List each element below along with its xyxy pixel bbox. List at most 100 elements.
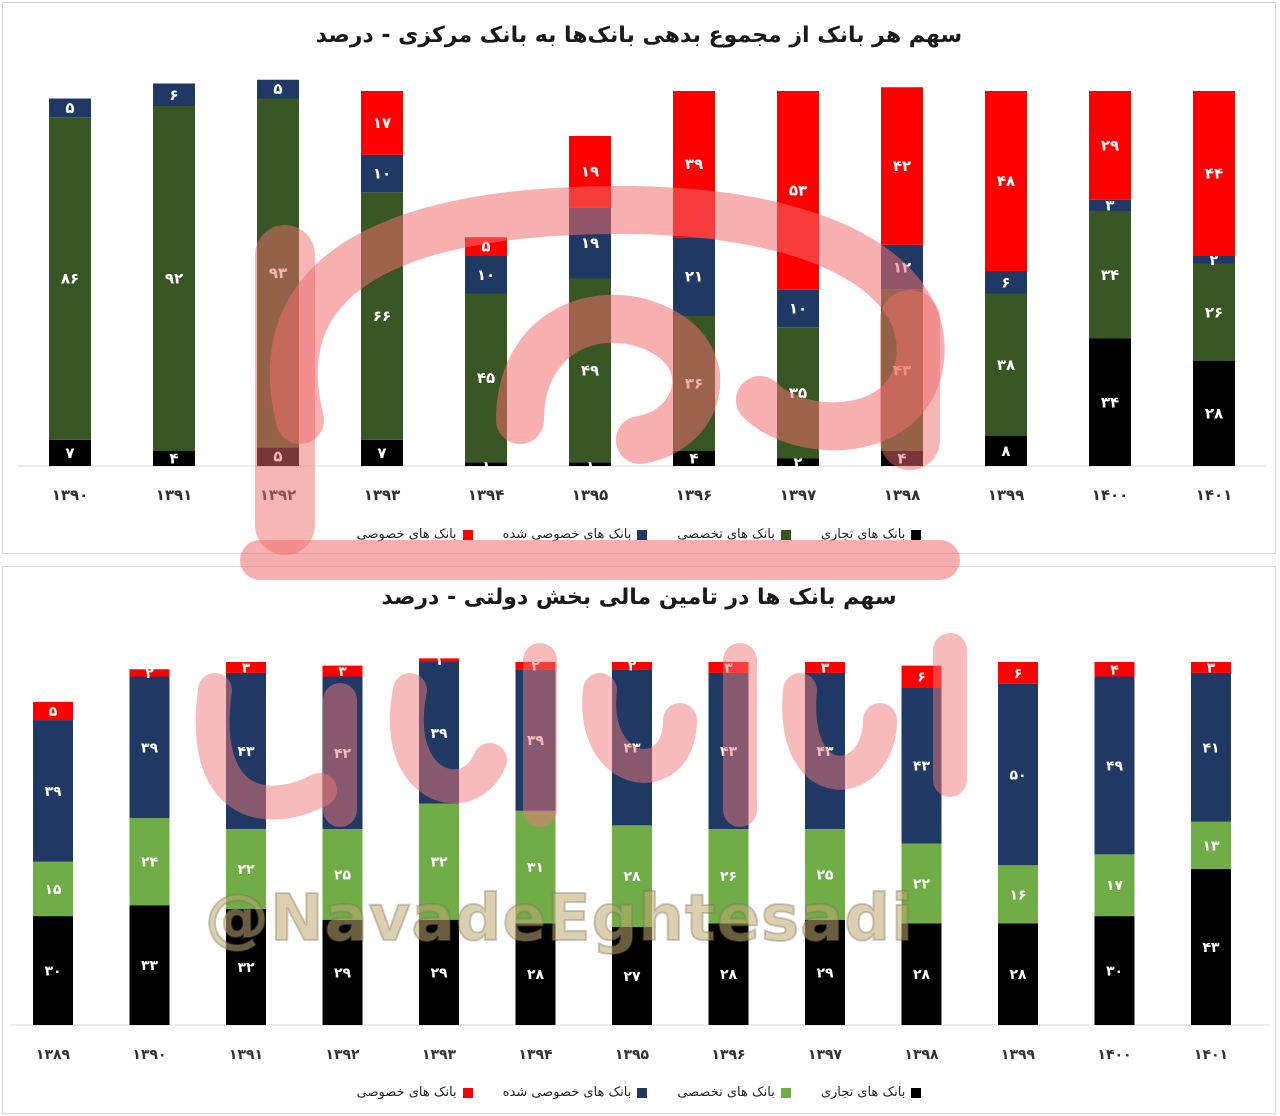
bar-segment [1089,211,1131,339]
data-label: ۳۰ [44,964,61,980]
data-label: ۳ [338,664,347,680]
x-tick-label: ۱۳۹۸ [904,1047,939,1063]
legend-swatch [911,529,922,540]
bar-segment [515,923,556,1025]
data-label: ۲۸ [720,967,738,983]
data-label: ۴۳ [1202,940,1220,956]
data-label: ۳۲ [237,960,255,976]
legend-label: بانک های خصوصی شده [502,1085,632,1100]
legend-label: بانک های تجاری [820,1085,906,1100]
bar-segment [998,865,1038,924]
data-label: ۲ [793,453,802,471]
data-label: ۲۵ [816,867,834,883]
data-label: ۵ [481,238,490,256]
chart-panel-central-bank-debt: سهم هر بانک از مجموع بدهی بانک‌ها به بان… [2,2,1276,554]
data-label: ۴۱ [1202,740,1219,756]
bar-segment [901,843,942,924]
data-label: ۴ [689,450,698,468]
data-label: ۲۸ [1205,405,1223,423]
legend-item: بانک های تجاری [821,1085,922,1100]
data-label: ۵ [273,448,282,466]
bar-segment [1089,91,1131,200]
legend-label: بانک های تجاری [820,527,906,542]
bar-segment [1193,256,1235,264]
data-label: ۴۳ [623,740,641,756]
x-tick-label: ۱۳۹۰ [52,486,89,504]
data-label: ۳۴ [1101,266,1119,284]
data-label: ۲۹ [334,965,352,981]
bar-segment [569,462,611,466]
bar-segment [1191,821,1231,869]
bar-segment [1191,868,1231,1025]
data-label: ۳۹ [430,726,448,742]
data-label: ۳۹ [685,155,703,173]
legend-swatch [462,1087,473,1098]
bar-segment [322,828,363,920]
data-label: ۶ [1001,273,1010,291]
bar-segment [708,828,749,924]
data-label: ۲۵ [334,867,352,883]
chart-title: سهم بانک ها در تامین مالی بخش دولتی - در… [381,585,897,610]
legend-swatch [911,1087,922,1098]
data-label: ۳ [821,660,830,676]
bar-segment [129,905,170,1025]
data-label: ۳۴ [1101,393,1119,411]
legend-swatch [780,529,791,540]
bar-segment [33,701,73,721]
bar-segment [129,676,170,819]
data-label: ۷ [65,444,74,462]
bar-segment [49,439,91,466]
chart-plot-area: ۷۸۶۵۱۳۹۰۴۹۲۶۱۳۹۱۵۹۳۵۱۳۹۲۷۶۶۱۰۱۷۱۳۹۳۱۴۵۱۰… [17,79,1265,504]
x-tick-label: ۱۳۹۲ [260,486,297,504]
data-label: ۱۰ [477,266,495,284]
data-label: ۲۲ [913,876,931,892]
data-label: ۲۸ [1009,967,1027,983]
data-label: ۶ [169,86,178,104]
data-label: ۸۶ [61,270,79,288]
legend-item: بانک های خصوصی شده [503,527,648,542]
bar-segment [33,720,73,862]
legend-label: بانک های تخصصی [677,527,775,542]
legend-label: بانک های خصوصی [356,527,457,542]
data-label: ۴۹ [1106,758,1124,774]
chart-legend: بانک های تجاری بانک های تخصصی بانک های خصو… [3,527,1275,542]
x-tick-label: ۱۴۰۰ [1092,486,1129,504]
legend-item: بانک های تجاری [821,527,922,542]
x-tick-label: ۱۳۹۵ [572,486,609,504]
data-label: ۷ [377,444,386,462]
bar-segment [777,458,819,466]
x-tick-label: ۱۳۹۴ [518,1047,553,1063]
data-label: ۱۹ [581,234,599,252]
data-label: ۳۰ [1106,964,1123,980]
legend-item: بانک های خصوصی [357,527,473,542]
bar-segment [708,923,749,1025]
data-label: ۹۳ [269,264,287,282]
bar-segment [153,83,195,106]
bar-segment [985,436,1027,466]
data-label: ۲۸ [527,967,545,983]
legend-swatch [462,529,473,540]
data-label: ۲۶ [1205,303,1223,321]
bar-segment [998,662,1038,684]
x-tick-label: ۱۳۹۷ [808,1047,843,1063]
data-label: ۱۰ [789,300,807,318]
x-tick-label: ۱۳۹۱ [156,486,193,504]
data-label: ۱ [435,653,444,669]
bar-segment [129,818,170,906]
legend-item: بانک های تخصصی [677,527,791,542]
data-label: ۱۹ [581,163,599,181]
data-label: ۳ [242,660,251,676]
data-label: ۱ [481,455,490,473]
bar-segment [49,98,91,118]
data-label: ۲ [145,666,154,682]
x-tick-label: ۱۳۹۸ [884,486,921,504]
data-label: ۳۶ [685,375,703,393]
data-label: ۳۳ [141,958,159,974]
data-label: ۶ [917,670,926,686]
bar-segment [612,662,652,670]
data-label: ۳۵ [789,384,807,402]
bar-segment [153,451,195,466]
data-label: ۲۸ [913,967,931,983]
data-label: ۳۱ [527,860,544,876]
bar-segment [612,825,652,927]
